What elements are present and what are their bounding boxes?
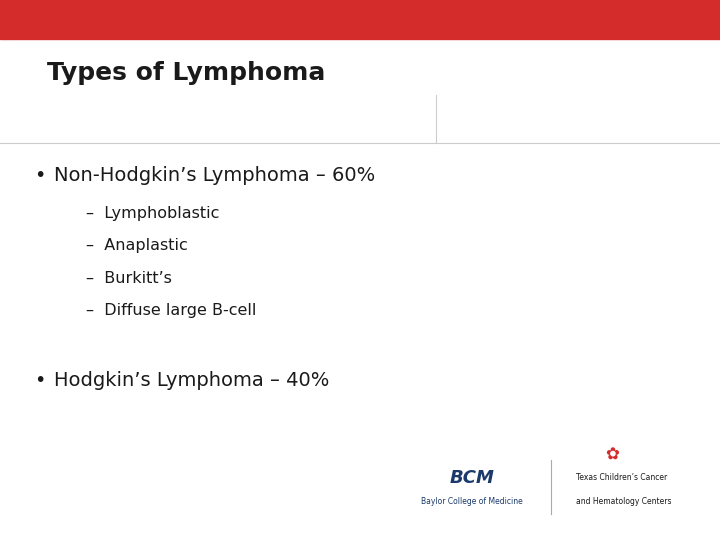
Text: –  Burkitt’s: – Burkitt’s [86, 271, 172, 286]
Text: and Hematology Centers: and Hematology Centers [576, 497, 672, 505]
Text: Non-Hodgkin’s Lymphoma – 60%: Non-Hodgkin’s Lymphoma – 60% [54, 166, 375, 185]
Text: •: • [34, 166, 45, 185]
Text: BCM: BCM [449, 469, 494, 487]
Text: –  Anaplastic: – Anaplastic [86, 238, 188, 253]
Text: –  Lymphoblastic: – Lymphoblastic [86, 206, 220, 221]
Bar [0, 0, 720, 39]
Text: Hodgkin’s Lymphoma – 40%: Hodgkin’s Lymphoma – 40% [54, 371, 329, 390]
Text: •: • [34, 371, 45, 390]
Text: Types of Lymphoma: Types of Lymphoma [47, 61, 325, 85]
Text: Baylor College of Medicine: Baylor College of Medicine [420, 497, 523, 505]
Text: ✿: ✿ [605, 446, 619, 464]
Text: Texas Children’s Cancer: Texas Children’s Cancer [576, 474, 667, 482]
Text: –  Diffuse large B-cell: – Diffuse large B-cell [86, 303, 257, 318]
